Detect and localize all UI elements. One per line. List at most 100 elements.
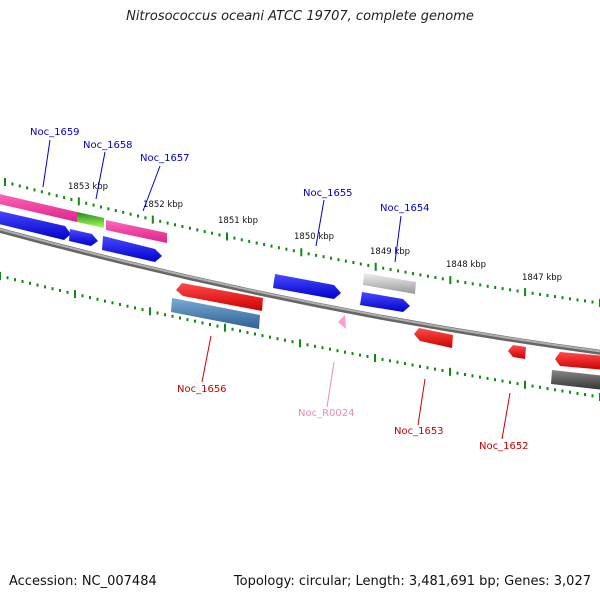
upper-minor-tick — [144, 216, 147, 220]
lower-minor-tick — [284, 338, 286, 342]
lower-tick-ring — [0, 272, 600, 401]
lower-minor-tick — [554, 388, 556, 392]
lower-minor-tick — [494, 378, 496, 382]
upper-minor-tick — [263, 243, 266, 246]
gene-arrow-blue-1[interactable] — [0, 210, 71, 240]
lower-minor-tick — [501, 379, 504, 383]
upper-minor-tick — [367, 263, 370, 267]
upper-minor-tick — [270, 244, 273, 248]
lower-minor-tick — [426, 366, 429, 370]
upper-minor-tick — [292, 249, 295, 253]
upper-minor-tick — [181, 225, 184, 228]
upper-minor-tick — [174, 223, 176, 227]
upper-minor-tick — [285, 247, 288, 251]
lower-minor-tick — [344, 350, 346, 354]
upper-minor-tick — [397, 269, 400, 273]
gene-label-noc1655: Noc_1655 — [303, 188, 353, 199]
kbp-label-1850: 1850 kbp — [294, 232, 334, 242]
gene-arrow-noc1656[interactable] — [171, 298, 260, 329]
gene-arrow-noc1658[interactable] — [77, 212, 104, 228]
upper-minor-tick — [26, 186, 29, 190]
upper-major-tick — [226, 232, 228, 241]
lower-minor-tick — [471, 374, 474, 378]
lower-minor-tick — [59, 289, 61, 292]
gene-arrow-red-1[interactable] — [176, 283, 263, 311]
upper-minor-tick — [63, 196, 66, 200]
upper-minor-tick — [122, 210, 125, 214]
upper-minor-tick — [92, 203, 95, 207]
upper-minor-tick — [344, 259, 347, 263]
gene-arrow-red-4[interactable] — [508, 345, 526, 359]
gene-label-noc1659: Noc_1659 — [30, 127, 80, 138]
upper-minor-tick — [464, 281, 467, 285]
lower-major-tick — [224, 323, 226, 332]
lower-minor-tick — [246, 331, 249, 334]
upper-minor-tick — [248, 239, 251, 243]
gene-arrow-red-5[interactable] — [555, 352, 600, 370]
gene-arrow-noc-r0024[interactable] — [338, 315, 346, 329]
lower-minor-tick — [29, 281, 31, 285]
upper-minor-tick — [494, 286, 497, 289]
lower-minor-tick — [404, 362, 406, 366]
gene-arrow-blue-3[interactable] — [102, 236, 162, 262]
lower-minor-tick — [96, 297, 99, 301]
gene-arrow-noc1659[interactable] — [0, 193, 77, 222]
upper-minor-tick — [166, 221, 169, 225]
lower-minor-tick — [531, 384, 534, 388]
upper-minor-tick — [48, 192, 51, 196]
upper-minor-tick — [337, 258, 340, 262]
upper-minor-tick — [486, 284, 489, 288]
upper-minor-tick — [554, 295, 556, 299]
upper-minor-tick — [40, 190, 43, 194]
lower-minor-tick — [584, 393, 586, 397]
lower-minor-tick — [21, 280, 24, 283]
gene-arrow-red-3[interactable] — [414, 328, 453, 348]
callout-noc1654 — [394, 215, 402, 263]
gene-arrow-gray-1[interactable] — [363, 273, 416, 294]
upper-minor-tick — [137, 214, 139, 218]
upper-minor-tick — [434, 276, 437, 279]
upper-minor-tick — [307, 252, 310, 256]
gene-arrow-noc1654[interactable] — [360, 292, 410, 312]
gene-arrow-noc1657[interactable] — [106, 220, 167, 243]
gene-label-noc1654: Noc_1654 — [380, 203, 430, 214]
upper-minor-tick — [569, 297, 571, 301]
upper-minor-tick — [159, 219, 162, 223]
upper-minor-tick — [501, 287, 504, 291]
upper-minor-tick — [584, 299, 586, 303]
lower-minor-tick — [509, 380, 511, 384]
upper-minor-tick — [516, 289, 519, 293]
kbp-label-1847: 1847 kbp — [522, 273, 562, 283]
upper-minor-tick — [33, 188, 36, 192]
callout-noc1655 — [315, 199, 325, 247]
kbp-label-1849: 1849 kbp — [370, 247, 410, 257]
upper-minor-tick — [11, 182, 14, 186]
upper-minor-tick — [531, 291, 534, 295]
gene-arrow-dark-1[interactable] — [551, 370, 600, 390]
lower-minor-tick — [276, 337, 279, 341]
gene-arrow-noc1655[interactable] — [273, 274, 341, 299]
gene-label-noc-r0024: Noc_R0024 — [298, 408, 355, 419]
callout-noc1653 — [417, 378, 426, 426]
lower-major-tick — [74, 290, 76, 299]
lower-minor-tick — [389, 359, 391, 363]
upper-minor-tick — [85, 201, 88, 205]
lower-minor-tick — [231, 327, 234, 331]
lower-minor-tick — [6, 276, 9, 280]
upper-major-tick — [77, 197, 80, 206]
upper-major-tick — [374, 262, 377, 271]
upper-minor-tick — [70, 198, 73, 201]
upper-major-tick — [300, 248, 303, 257]
lower-minor-tick — [51, 287, 54, 291]
lower-minor-tick — [239, 329, 241, 333]
gene-arrow-blue-2[interactable] — [69, 229, 98, 246]
lower-minor-tick — [171, 314, 174, 318]
upper-minor-tick — [404, 270, 407, 274]
lower-minor-tick — [44, 285, 46, 289]
lower-minor-tick — [111, 301, 114, 305]
callout-noc1659 — [42, 139, 51, 188]
lower-minor-tick — [591, 394, 594, 398]
lower-minor-tick — [306, 343, 309, 347]
callout-noc1656 — [201, 335, 212, 383]
callout-noc1657 — [142, 165, 161, 212]
